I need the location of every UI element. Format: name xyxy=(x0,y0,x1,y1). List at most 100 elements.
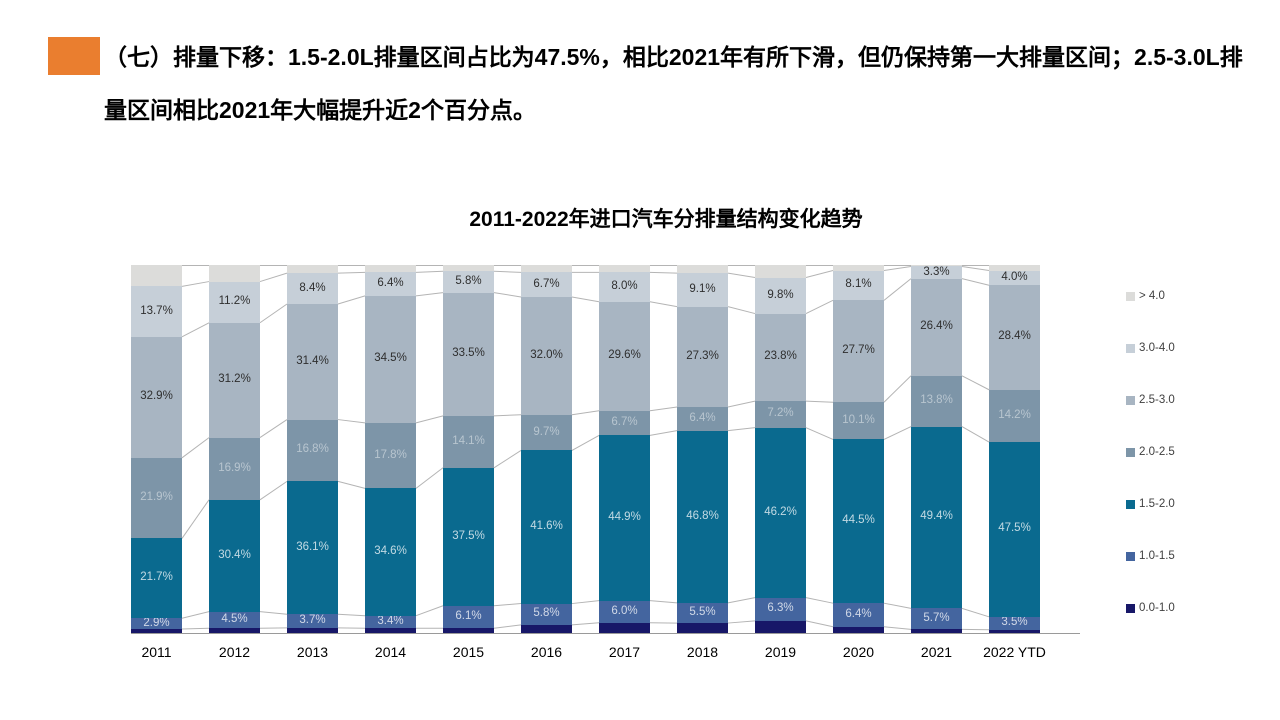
bar-segment-40 xyxy=(755,265,806,278)
x-axis-label: 2015 xyxy=(452,644,485,660)
bar-segment-0010 xyxy=(833,626,884,633)
section-header-text: （七）排量下移：1.5-2.0L排量区间占比为47.5%，相比2021年有所下滑… xyxy=(104,44,1243,123)
bar-segment-2025 xyxy=(989,389,1040,442)
bar-segment-2530 xyxy=(365,295,416,423)
bar-segment-40 xyxy=(131,265,182,287)
bar-segment-1015 xyxy=(443,605,494,629)
bar-segment-3040 xyxy=(521,272,572,297)
bar-segment-0010 xyxy=(209,628,260,633)
x-axis-label: 2014 xyxy=(374,644,407,660)
bar-segment-2530 xyxy=(599,301,650,411)
bar-segment-0010 xyxy=(755,620,806,633)
bar-segment-2530 xyxy=(521,297,572,415)
bar-segment-1015 xyxy=(833,603,884,627)
bar-segment-1520 xyxy=(833,439,884,604)
x-axis-label: 2011 xyxy=(141,644,172,660)
bar-segment-40 xyxy=(989,265,1040,271)
bar-segment-1520 xyxy=(521,450,572,604)
bar-segment-2025 xyxy=(209,437,260,500)
section-bullet-square xyxy=(48,37,100,75)
bar-segment-1015 xyxy=(209,611,260,629)
legend-swatch-icon xyxy=(1126,499,1135,509)
chart-plot-area: 2.9% 21.7% 21.9% 32.9% 13.7% 4.5% 30.4% 16.9% 31… xyxy=(131,265,1080,634)
legend-swatch-icon xyxy=(1126,395,1135,405)
bar-segment-1015 xyxy=(989,616,1040,630)
bar-segment-2530 xyxy=(833,300,884,403)
bar-segment-1015 xyxy=(677,602,728,624)
bar-segment-0010 xyxy=(365,628,416,633)
bar-segment-3040 xyxy=(989,270,1040,286)
legend-label: 0.0-1.0 xyxy=(1139,602,1175,614)
legend-swatch-icon xyxy=(1126,551,1135,561)
bar-segment-1520 xyxy=(287,481,338,615)
x-axis-label: 2021 xyxy=(920,644,953,660)
bar-segment-40 xyxy=(521,265,572,273)
bar-segment-1520 xyxy=(677,430,728,603)
bar-segment-1015 xyxy=(365,615,416,629)
bar-segment-2530 xyxy=(677,306,728,408)
bar-segment-3040 xyxy=(599,272,650,302)
x-axis-label: 2016 xyxy=(530,644,563,660)
bar-segment-3040 xyxy=(365,272,416,296)
bar-segment-0010 xyxy=(521,624,572,633)
bar-segment-2025 xyxy=(677,407,728,431)
legend-swatch-icon xyxy=(1126,447,1135,457)
bar-segment-2530 xyxy=(989,285,1040,390)
legend-item-2025: 2.0-2.5 xyxy=(1126,445,1175,459)
bar-segment-2025 xyxy=(755,401,806,428)
x-axis: 2011 2012 2013 2014 2015 2016 2017 2018 2019 2020… xyxy=(131,644,1080,666)
bar-segment-1520 xyxy=(755,427,806,598)
bar-segment-40 xyxy=(677,265,728,274)
bar-segment-3040 xyxy=(443,271,494,293)
legend-label: > 4.0 xyxy=(1139,290,1165,302)
bar-segment-2025 xyxy=(521,414,572,451)
legend-item-0010: 0.0-1.0 xyxy=(1126,601,1175,615)
bar-segment-2530 xyxy=(443,292,494,416)
bar-segment-0010 xyxy=(131,628,182,633)
bar-segment-3040 xyxy=(833,270,884,301)
bar-segment-0010 xyxy=(911,629,962,633)
bar-segment-1520 xyxy=(131,538,182,619)
chart-title: 2011-2022年进口汽车分排量结构变化趋势 xyxy=(469,208,863,231)
bar-segment-2025 xyxy=(833,402,884,440)
bar-segment-2025 xyxy=(365,422,416,489)
bar-segment-1015 xyxy=(599,600,650,623)
bar-segment-0010 xyxy=(443,628,494,633)
legend-item-2530: 2.5-3.0 xyxy=(1126,393,1175,407)
bar-segment-2530 xyxy=(911,278,962,376)
bar-segment-0010 xyxy=(989,629,1040,633)
bar-segment-1520 xyxy=(911,426,962,609)
legend-item-1015: 1.0-1.5 xyxy=(1126,549,1175,563)
bar-segment-0010 xyxy=(677,623,728,633)
bar-segment-2025 xyxy=(131,457,182,539)
x-axis-label: 2012 xyxy=(218,644,251,660)
bar-segment-1015 xyxy=(911,608,962,630)
series-connector-lines xyxy=(181,265,990,631)
bar-segment-2530 xyxy=(287,304,338,420)
bar-segment-2530 xyxy=(131,336,182,458)
bar-segment-1015 xyxy=(521,603,572,625)
bar-segment-40 xyxy=(287,265,338,274)
legend-label: 1.0-1.5 xyxy=(1139,550,1175,562)
bar-segment-1520 xyxy=(599,435,650,601)
bar-segment-2530 xyxy=(209,322,260,438)
bar-segment-1520 xyxy=(365,488,416,616)
bar-segment-2025 xyxy=(599,410,650,436)
bar-segment-3040 xyxy=(677,273,728,307)
bar-segment-1520 xyxy=(989,442,1040,617)
bar-segment-1015 xyxy=(131,618,182,629)
legend-label: 3.0-4.0 xyxy=(1139,342,1175,354)
bar-segment-40 xyxy=(833,265,884,271)
legend-swatch-icon xyxy=(1126,343,1135,353)
bar-segment-3040 xyxy=(287,273,338,304)
bar-segment-40 xyxy=(365,265,416,273)
bar-segment-3040 xyxy=(209,281,260,323)
bar-segment-1520 xyxy=(443,467,494,606)
bar-segment-1520 xyxy=(209,499,260,612)
legend-item-1520: 1.5-2.0 xyxy=(1126,497,1175,511)
x-axis-label: 2013 xyxy=(296,644,329,660)
bar-segment-0010 xyxy=(599,622,650,633)
bar-segment-2025 xyxy=(443,415,494,468)
bar-segment-40 xyxy=(599,265,650,273)
x-axis-label: 2020 xyxy=(842,644,875,660)
